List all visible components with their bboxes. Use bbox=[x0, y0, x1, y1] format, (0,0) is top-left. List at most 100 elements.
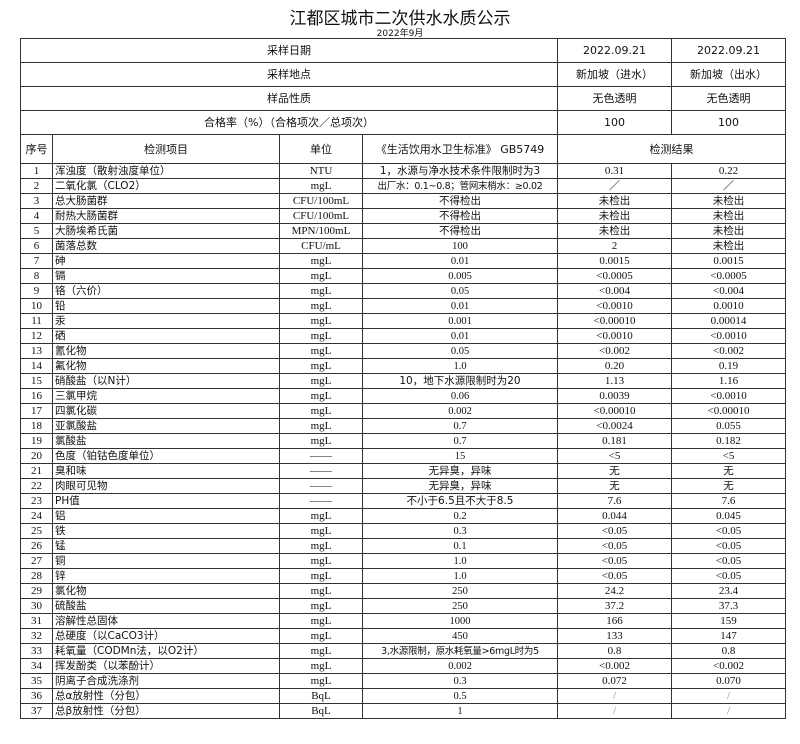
standard-limit: 1，水源与净水技术条件限制时为3 bbox=[362, 163, 558, 179]
standard-limit: 15 bbox=[362, 448, 558, 464]
standard-limit: 不小于6.5且不大于8.5 bbox=[362, 493, 558, 509]
result-outlet: / bbox=[671, 703, 786, 719]
result-inlet: 0.20 bbox=[557, 358, 672, 374]
result-inlet: 0.31 bbox=[557, 163, 672, 179]
row-no: 13 bbox=[20, 343, 53, 359]
meta-value-outlet: 无色透明 bbox=[671, 86, 786, 111]
table-row: 16 三氯甲烷 mgL 0.06 0.0039 <0.0010 bbox=[20, 388, 786, 404]
row-no: 23 bbox=[20, 493, 53, 509]
result-outlet: <0.0010 bbox=[671, 328, 786, 344]
unit: mgL bbox=[279, 298, 363, 314]
result-outlet: 无 bbox=[671, 478, 786, 494]
result-inlet: <0.002 bbox=[557, 658, 672, 674]
meta-value-inlet: 2022.09.21 bbox=[557, 38, 672, 63]
standard-limit: 0.01 bbox=[362, 298, 558, 314]
test-item: 菌落总数 bbox=[52, 238, 280, 254]
row-no: 14 bbox=[20, 358, 53, 374]
row-no: 9 bbox=[20, 283, 53, 299]
result-inlet: 未检出 bbox=[557, 208, 672, 224]
row-no: 27 bbox=[20, 553, 53, 569]
test-item: 二氧化氯（CLO2） bbox=[52, 178, 280, 194]
standard-limit: 1.0 bbox=[362, 568, 558, 584]
unit: mgL bbox=[279, 343, 363, 359]
row-no: 22 bbox=[20, 478, 53, 494]
standard-limit: 0.005 bbox=[362, 268, 558, 284]
result-inlet: <0.05 bbox=[557, 553, 672, 569]
result-inlet: <0.05 bbox=[557, 538, 672, 554]
unit: mgL bbox=[279, 538, 363, 554]
unit: mgL bbox=[279, 433, 363, 449]
standard-limit: 0.05 bbox=[362, 343, 558, 359]
unit: mgL bbox=[279, 613, 363, 629]
test-item: 溶解性总固体 bbox=[52, 613, 280, 629]
meta-label: 采样地点 bbox=[20, 62, 558, 87]
row-no: 7 bbox=[20, 253, 53, 269]
test-item: 铜 bbox=[52, 553, 280, 569]
test-item: 镉 bbox=[52, 268, 280, 284]
meta-label: 采样日期 bbox=[20, 38, 558, 63]
result-inlet: 7.6 bbox=[557, 493, 672, 509]
standard-limit: 无异臭，异味 bbox=[362, 478, 558, 494]
test-item: 锰 bbox=[52, 538, 280, 554]
report-month: 2022年9月 bbox=[376, 29, 424, 39]
standard-limit: 不得检出 bbox=[362, 193, 558, 209]
result-outlet: / bbox=[671, 688, 786, 704]
test-item: 阴离子合成洗涤剂 bbox=[52, 673, 280, 689]
meta-value-outlet: 2022.09.21 bbox=[671, 38, 786, 63]
test-item: 铅 bbox=[52, 298, 280, 314]
standard-limit: 0.001 bbox=[362, 313, 558, 329]
standard-limit: 0.7 bbox=[362, 433, 558, 449]
meta-label: 合格率（%）（合格项次／总项次） bbox=[20, 110, 558, 135]
unit: —— bbox=[279, 478, 363, 494]
row-no: 37 bbox=[20, 703, 53, 719]
test-item: 总α放射性（分包） bbox=[52, 688, 280, 704]
table-row: 36 总α放射性（分包） BqL 0.5 / / bbox=[20, 688, 786, 704]
table-row: 5 大肠埃希氏菌 MPN/100mL 不得检出 未检出 未检出 bbox=[20, 223, 786, 239]
result-inlet: <0.0010 bbox=[557, 298, 672, 314]
standard-limit: 0.3 bbox=[362, 673, 558, 689]
meta-value-inlet: 100 bbox=[557, 110, 672, 135]
table-row: 19 氯酸盐 mgL 0.7 0.181 0.182 bbox=[20, 433, 786, 449]
unit: —— bbox=[279, 493, 363, 509]
result-inlet: 166 bbox=[557, 613, 672, 629]
standard-limit: 10，地下水源限制时为20 bbox=[362, 373, 558, 389]
test-item: 氟化物 bbox=[52, 358, 280, 374]
meta-label: 样品性质 bbox=[20, 86, 558, 111]
result-outlet: 未检出 bbox=[671, 193, 786, 209]
unit: mgL bbox=[279, 553, 363, 569]
meta-value-outlet: 新加坡（出水） bbox=[671, 62, 786, 87]
standard-limit: 3,水源限制，原水耗氧量>6mgL时为5 bbox=[362, 643, 558, 659]
result-outlet: 0.182 bbox=[671, 433, 786, 449]
result-outlet: <0.05 bbox=[671, 568, 786, 584]
row-no: 28 bbox=[20, 568, 53, 584]
result-outlet: 23.4 bbox=[671, 583, 786, 599]
result-inlet: <0.002 bbox=[557, 343, 672, 359]
standard-limit: 450 bbox=[362, 628, 558, 644]
unit: —— bbox=[279, 448, 363, 464]
test-item: PH值 bbox=[52, 493, 280, 509]
unit: CFU/100mL bbox=[279, 208, 363, 224]
unit: mgL bbox=[279, 568, 363, 584]
result-outlet: <0.0010 bbox=[671, 388, 786, 404]
row-no: 5 bbox=[20, 223, 53, 239]
unit: mgL bbox=[279, 583, 363, 599]
row-no: 31 bbox=[20, 613, 53, 629]
result-inlet: 未检出 bbox=[557, 193, 672, 209]
row-no: 16 bbox=[20, 388, 53, 404]
result-outlet: 0.045 bbox=[671, 508, 786, 524]
result-outlet: 0.8 bbox=[671, 643, 786, 659]
result-inlet: 无 bbox=[557, 463, 672, 479]
unit: mgL bbox=[279, 328, 363, 344]
column-header-row: 序号 检测项目 单位 《生活饮用水卫生标准》 GB5749 检测结果 bbox=[20, 134, 786, 164]
test-item: 挥发酚类（以苯酚计） bbox=[52, 658, 280, 674]
result-outlet: <0.004 bbox=[671, 283, 786, 299]
result-inlet: 0.181 bbox=[557, 433, 672, 449]
table-row: 4 耐热大肠菌群 CFU/100mL 不得检出 未检出 未检出 bbox=[20, 208, 786, 224]
table-row: 35 阴离子合成洗涤剂 mgL 0.3 0.072 0.070 bbox=[20, 673, 786, 689]
result-outlet: 未检出 bbox=[671, 238, 786, 254]
result-inlet: <0.0010 bbox=[557, 328, 672, 344]
row-no: 19 bbox=[20, 433, 53, 449]
table-row: 25 铁 mgL 0.3 <0.05 <0.05 bbox=[20, 523, 786, 539]
row-no: 17 bbox=[20, 403, 53, 419]
table-row: 11 汞 mgL 0.001 <0.00010 0.00014 bbox=[20, 313, 786, 329]
